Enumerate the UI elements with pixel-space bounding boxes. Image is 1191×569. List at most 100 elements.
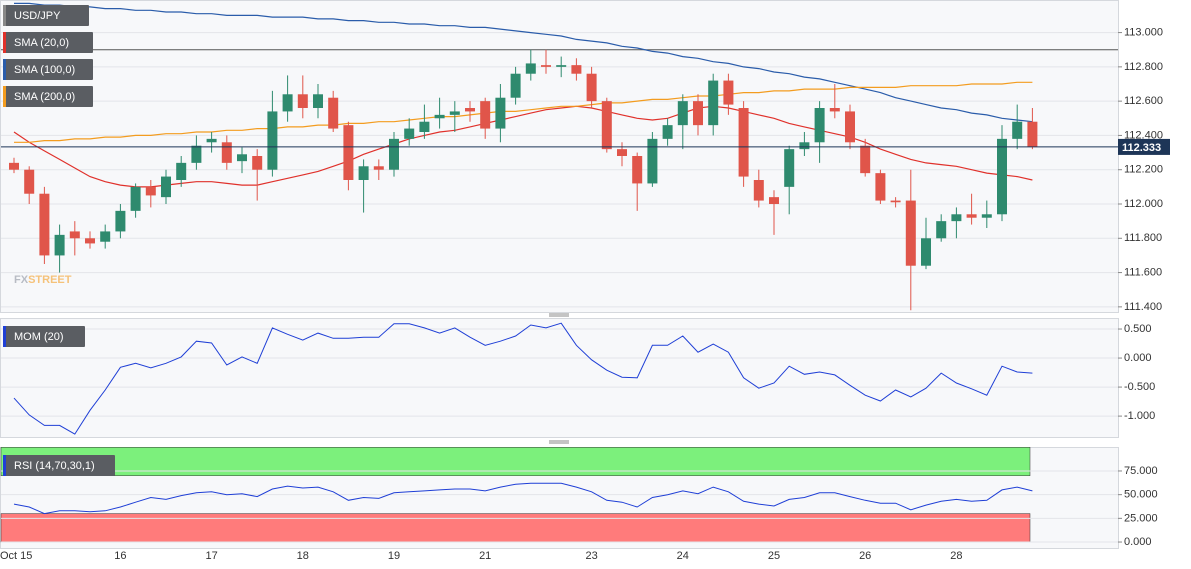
candle-body <box>525 63 536 74</box>
sma-line <box>14 2 1033 123</box>
candle-body <box>373 166 384 170</box>
legend-box <box>3 59 93 80</box>
x-tick-label: 21 <box>479 550 491 562</box>
candle-body <box>480 101 491 129</box>
candle-body <box>769 197 779 204</box>
x-tick-label: 18 <box>297 550 309 562</box>
candle-body <box>951 214 962 222</box>
candle-body <box>115 210 126 232</box>
candle-body <box>313 94 323 108</box>
x-tick-label: 28 <box>950 550 962 562</box>
indicator-line <box>13 482 1033 515</box>
legend-swatch <box>3 32 6 53</box>
candle-body <box>799 142 810 150</box>
legend-box <box>3 455 115 476</box>
candle-body <box>252 156 263 170</box>
candle-body <box>845 111 855 143</box>
legend-swatch <box>3 86 6 107</box>
legend-label: SMA (200,0) <box>14 91 75 103</box>
candle-body <box>632 156 643 184</box>
candle-body <box>85 238 95 244</box>
legend-box <box>3 32 93 53</box>
candle-body <box>237 154 247 162</box>
legend-label: SMA (100,0) <box>14 64 75 76</box>
candle-body <box>343 125 354 180</box>
x-tick-label: Oct 15 <box>0 550 32 562</box>
candle-body <box>130 186 141 211</box>
candle-body <box>145 186 156 196</box>
y-tick-label: 0.500 <box>1124 323 1152 335</box>
candle-body <box>647 138 658 184</box>
x-tick-label: 17 <box>205 550 217 562</box>
y-tick-label: 0.000 <box>1124 352 1152 364</box>
candle-body <box>495 97 506 129</box>
candle-body <box>100 231 111 242</box>
candle-body <box>510 73 521 98</box>
candle-body <box>191 145 202 163</box>
candle-body <box>829 108 840 112</box>
candle-body <box>738 108 749 177</box>
candle-body <box>905 200 916 266</box>
last-price-tag <box>1118 138 1170 155</box>
candle-body <box>617 149 627 156</box>
legend-label: USD/JPY <box>14 10 61 22</box>
candle-body <box>723 80 734 105</box>
candle-body <box>966 214 977 218</box>
candle-body <box>753 180 764 201</box>
candle-body <box>39 193 50 256</box>
legend-box <box>3 326 85 347</box>
legend-swatch <box>3 59 6 80</box>
candle-body <box>586 73 597 102</box>
legend-label: RSI (14,70,30,1) <box>14 460 95 472</box>
candle-body <box>24 169 35 194</box>
candle-body <box>434 114 445 119</box>
y-tick-label: 111.600 <box>1124 266 1162 278</box>
candle-body <box>206 138 217 143</box>
candle-body <box>176 162 187 180</box>
y-tick-label: -0.500 <box>1124 381 1155 393</box>
legend-label: MOM (20) <box>14 331 64 343</box>
candle-body <box>389 138 399 170</box>
y-tick-label: -1.000 <box>1124 410 1155 422</box>
sma-line <box>13 105 1033 188</box>
candle-body <box>936 221 947 239</box>
candle-body <box>358 166 369 180</box>
watermark-part: STREET <box>28 274 72 286</box>
legend-swatch <box>3 326 6 347</box>
candle-body <box>9 162 19 170</box>
candle-body <box>221 142 232 163</box>
candle-body <box>1027 121 1038 147</box>
y-tick-label: 112.600 <box>1124 95 1163 107</box>
candle-body <box>541 65 551 67</box>
candle-body <box>465 108 475 112</box>
candle-body <box>997 138 1007 215</box>
y-tick-label: 25.000 <box>1124 512 1158 524</box>
candle-body <box>297 94 308 108</box>
candle-body <box>449 111 460 115</box>
legend-box <box>3 5 89 26</box>
candle-body <box>328 97 339 129</box>
candle-body <box>69 231 80 239</box>
candle-body <box>282 94 293 112</box>
candle-body <box>601 101 612 150</box>
candle-body <box>419 121 430 132</box>
candle-body <box>784 149 795 187</box>
candle-body <box>921 238 931 266</box>
indicator-line <box>13 322 1033 435</box>
watermark: FXSTREET <box>14 274 72 286</box>
panel <box>0 0 1119 313</box>
x-tick-label: 19 <box>388 550 400 562</box>
y-tick-label: 112.400 <box>1124 129 1163 141</box>
x-tick-label: 25 <box>768 550 780 562</box>
x-tick-label: 24 <box>677 550 689 562</box>
legend-swatch <box>3 455 6 476</box>
x-tick-label: 23 <box>585 550 597 562</box>
y-tick-label: 113.000 <box>1124 26 1163 38</box>
candle-body <box>890 200 901 203</box>
y-tick-label: 112.800 <box>1124 61 1163 73</box>
legend-swatch <box>3 5 6 26</box>
candle-body <box>814 108 825 143</box>
y-tick-label: 50.000 <box>1124 489 1158 501</box>
candle-body <box>54 234 65 256</box>
